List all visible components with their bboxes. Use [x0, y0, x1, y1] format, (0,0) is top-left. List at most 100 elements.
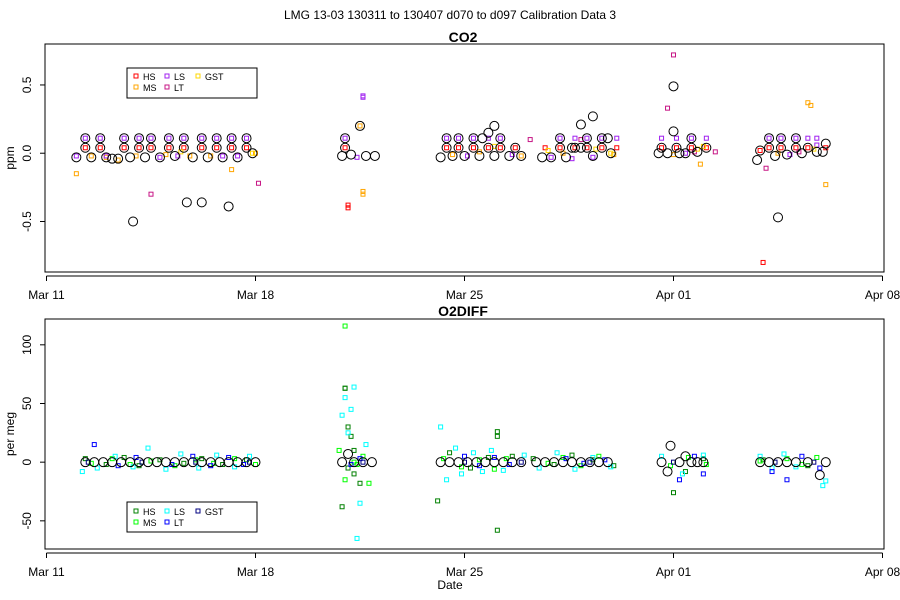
co2-mean-ring: [447, 150, 458, 161]
o2diff-point-ls: [339, 412, 345, 418]
o2diff-point-ls: [470, 450, 476, 456]
co2-mean-ring: [555, 133, 566, 144]
o2diff-point-ls: [500, 467, 506, 473]
o2diff-point-hs: [351, 447, 357, 453]
co2-mean-ring: [680, 148, 691, 159]
co2-point-hs: [121, 145, 127, 151]
o2diff-point-hs: [494, 527, 500, 533]
co2-mean-ring: [119, 133, 130, 144]
co2-point-ls: [688, 135, 694, 141]
co2-mean-ring: [770, 150, 781, 161]
co2-point-hs: [757, 147, 763, 153]
o2diff-mean-ring: [498, 457, 509, 468]
o2diff-point-hs: [199, 456, 205, 462]
o2diff-legend-box: [126, 501, 258, 533]
co2-point-hs: [599, 145, 605, 151]
co2-mean-ring: [360, 150, 371, 161]
co2-point-hs: [444, 145, 450, 151]
co2-mean-ring: [354, 120, 365, 131]
co2-point-ls: [485, 135, 491, 141]
o2diff-x-tick-label: Mar 18: [237, 565, 275, 579]
co2-legend-marker-lt: [164, 84, 170, 90]
o2diff-point-hs: [82, 456, 88, 462]
co2-mean-ring: [369, 150, 380, 161]
co2-mean-ring: [226, 142, 237, 153]
co2-point-hs: [614, 145, 620, 151]
co2-x-tick-label: Apr 01: [656, 288, 692, 302]
co2-mean-ring: [154, 152, 165, 163]
co2-legend-label-gst: GST: [205, 72, 224, 82]
co2-mean-ring: [196, 133, 207, 144]
o2diff-mean-ring: [764, 457, 775, 468]
o2diff-point-ms: [703, 462, 709, 468]
co2-mean-ring: [211, 142, 222, 153]
o2diff-point-ls: [793, 464, 799, 470]
o2diff-point-hs: [345, 424, 351, 430]
co2-mean-ring: [653, 148, 664, 159]
o2diff-point-hs: [805, 463, 811, 469]
co2-mean-ring: [435, 152, 446, 163]
co2-mean-ring: [796, 148, 807, 159]
o2diff-point-hs: [339, 504, 345, 510]
co2-point-ms: [73, 171, 79, 177]
co2-point-ms: [360, 188, 366, 194]
o2diff-point-lt: [115, 463, 121, 469]
o2diff-mean-ring: [453, 457, 464, 468]
co2-x-tick-label: Mar 11: [28, 288, 65, 302]
co2-mean-ring: [119, 142, 130, 153]
co2-point-lt: [712, 149, 718, 155]
o2diff-point-ms: [172, 463, 178, 469]
o2diff-point-lt: [476, 463, 482, 469]
o2diff-point-hs: [671, 490, 677, 496]
o2diff-point-lt: [491, 454, 497, 460]
co2-point-ls: [342, 135, 348, 141]
co2-mean-ring: [752, 155, 763, 166]
co2-mean-ring: [113, 153, 124, 164]
o2diff-y-axis: -50 0 50 100: [20, 334, 45, 530]
o2diff-point-hs: [181, 460, 187, 466]
co2-y-tick-label: 0.5: [20, 76, 34, 93]
co2-mean-ring: [686, 133, 697, 144]
o2diff-legend-marker-ls: [164, 508, 170, 514]
co2-point-gst: [608, 150, 614, 156]
co2-point-ms: [518, 153, 524, 159]
o2diff-point-lt: [357, 456, 363, 462]
co2-point-ls: [470, 135, 476, 141]
co2-point-lt: [527, 137, 533, 143]
o2diff-point-ls: [659, 453, 665, 459]
o2diff-plot-frame: [44, 318, 885, 550]
co2-point-ms: [823, 182, 829, 188]
o2diff-mean-ring: [366, 457, 377, 468]
co2-point-ms: [357, 123, 363, 129]
co2-mean-ring: [495, 142, 506, 153]
co2-point-hs: [244, 145, 250, 151]
o2diff-legend-label-gst: GST: [205, 507, 224, 517]
co2-mean-ring: [820, 138, 831, 149]
co2-mean-ring: [134, 133, 145, 144]
co2-mean-ring: [202, 152, 213, 163]
co2-mean-ring: [671, 142, 682, 153]
o2diff-point-ls: [357, 500, 363, 506]
o2diff-point-ms: [441, 456, 447, 462]
o2diff-point-ls: [163, 466, 169, 472]
co2-point-ls: [121, 135, 127, 141]
o2diff-point-ls: [757, 453, 763, 459]
o2diff-legend-label-lt: LT: [174, 518, 184, 528]
co2-mean-ring: [95, 142, 106, 153]
co2-mean-ring: [232, 152, 243, 163]
o2diff-point-ms: [560, 454, 566, 460]
co2-point-ls: [229, 135, 235, 141]
o2diff-point-hs: [530, 456, 536, 462]
co2-plot-frame: [44, 43, 885, 273]
o2diff-legend-marker-hs: [133, 508, 139, 514]
co2-legend-label-hs: HS: [143, 72, 156, 82]
co2-mean-ring: [241, 133, 252, 144]
o2diff-mean-ring: [337, 457, 348, 468]
o2diff-mean-ring: [814, 470, 825, 481]
o2diff-legend-label-ms: MS: [143, 518, 157, 528]
o2diff-mean-ring: [250, 457, 261, 468]
o2diff-mean-ring: [781, 457, 792, 468]
o2diff-point-ls: [781, 451, 787, 457]
o2diff-point-ls: [145, 445, 151, 451]
